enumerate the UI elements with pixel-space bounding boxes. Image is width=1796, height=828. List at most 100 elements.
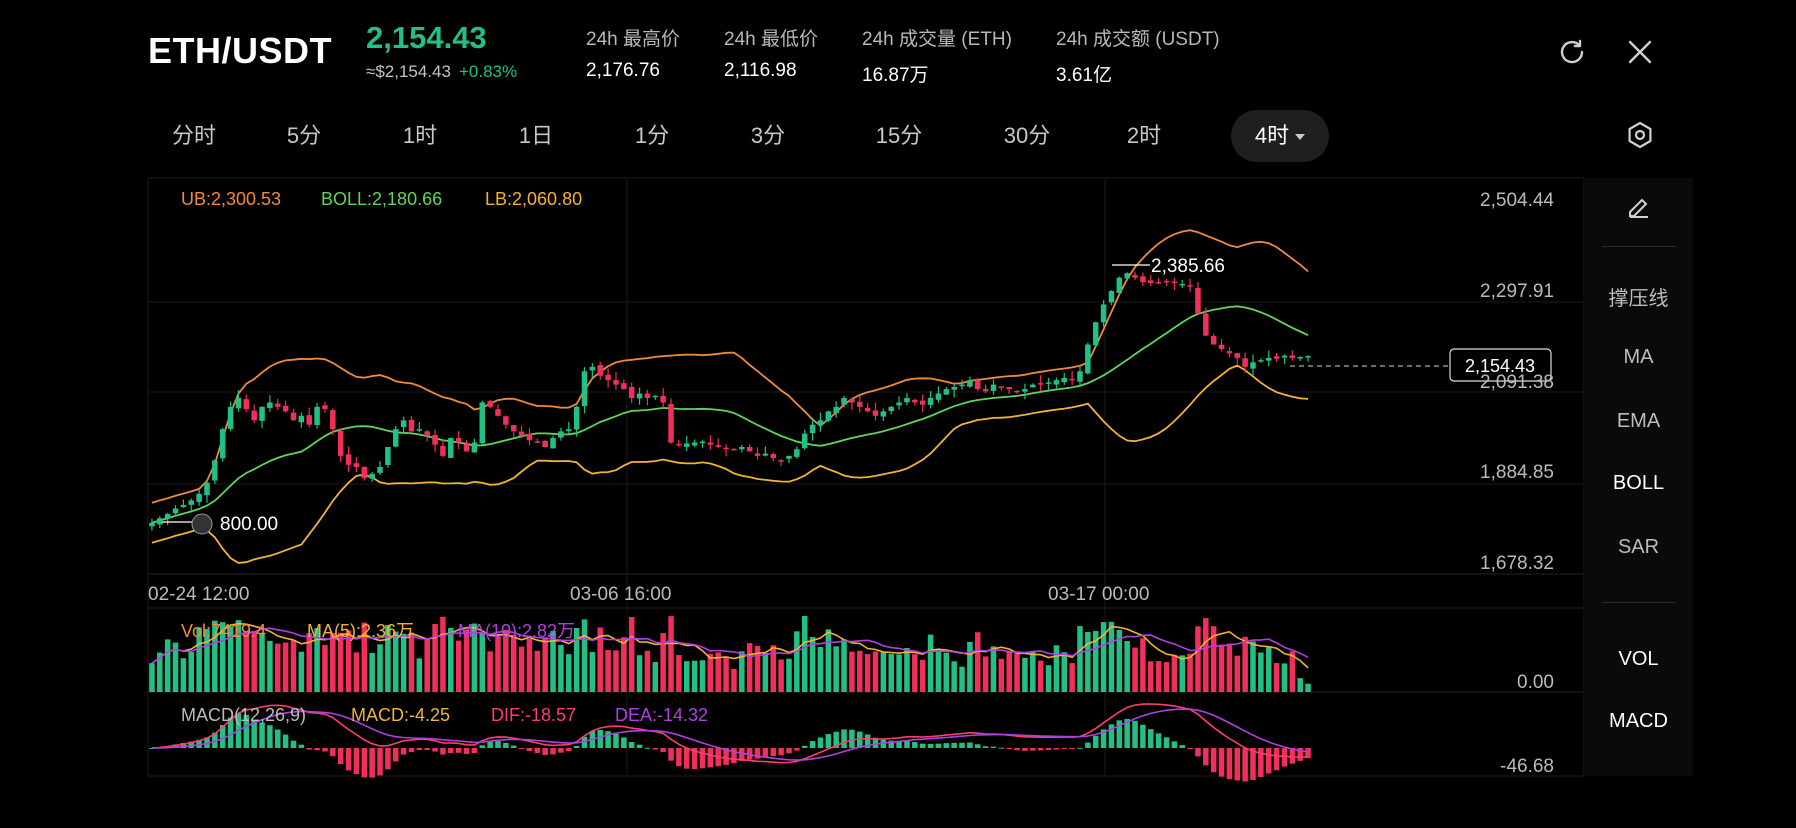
macd-bar bbox=[1250, 748, 1256, 780]
close-icon[interactable] bbox=[1620, 32, 1660, 72]
candle-body bbox=[212, 460, 218, 481]
candle-body bbox=[1273, 356, 1280, 359]
volume-bar bbox=[282, 642, 289, 692]
macd-bar bbox=[1100, 729, 1107, 748]
volume-bar bbox=[1108, 621, 1115, 692]
volume-bar bbox=[1210, 626, 1217, 692]
volume-bar bbox=[959, 666, 965, 692]
tab-2h[interactable]: 2时 bbox=[1126, 123, 1162, 148]
volume-bar bbox=[290, 640, 297, 692]
pencil-icon[interactable] bbox=[1584, 192, 1693, 226]
candle-body bbox=[794, 449, 800, 457]
macd-bar bbox=[251, 719, 257, 748]
volume-bar bbox=[1281, 663, 1288, 692]
candle-body bbox=[912, 399, 918, 403]
candle-body bbox=[164, 513, 171, 519]
candle-body bbox=[1037, 383, 1044, 385]
volume-bar bbox=[872, 651, 879, 692]
volume-ma10-line bbox=[151, 627, 1309, 664]
volume-bars bbox=[149, 616, 1311, 692]
macd-bar bbox=[660, 748, 666, 753]
tab-4h-selected[interactable]: 4时 bbox=[1231, 110, 1329, 162]
macd-bar bbox=[455, 748, 462, 753]
candle-body bbox=[770, 454, 777, 459]
pair-title: ETH/USDT bbox=[148, 30, 332, 71]
macd-bar bbox=[1210, 748, 1217, 773]
volume-bar bbox=[691, 660, 698, 692]
volume-bar bbox=[526, 638, 533, 692]
volume-bar bbox=[935, 649, 942, 692]
macd-bar bbox=[1171, 741, 1178, 748]
tab-15m[interactable]: 15分 bbox=[875, 123, 923, 148]
legend-vol-ma10: MA(10):2.82万 bbox=[458, 621, 575, 641]
macd-bar bbox=[259, 722, 265, 748]
volume-bar bbox=[739, 651, 745, 692]
volume-bar bbox=[927, 634, 934, 692]
macd-bar bbox=[1140, 724, 1146, 748]
candle-body bbox=[463, 444, 470, 452]
candle-body bbox=[1140, 276, 1146, 283]
stat-24h-low: 24h 最低价 2,116.98 bbox=[724, 24, 818, 82]
hexagon-settings-icon[interactable] bbox=[1620, 115, 1660, 155]
macd-bar bbox=[566, 748, 572, 751]
volume-bar bbox=[644, 650, 651, 692]
macd-bar bbox=[1014, 748, 1020, 751]
macd-bar bbox=[723, 748, 729, 765]
candle-body bbox=[558, 431, 564, 438]
volume-bar bbox=[149, 663, 155, 692]
indicator-sar[interactable]: SAR bbox=[1617, 536, 1660, 558]
tab-1h[interactable]: 1时 bbox=[402, 123, 438, 148]
candle-body bbox=[817, 420, 824, 426]
volume-bar bbox=[762, 653, 769, 692]
tab-30m[interactable]: 30分 bbox=[1003, 123, 1051, 148]
macd-bar bbox=[188, 741, 195, 748]
macd-bar bbox=[888, 740, 894, 748]
candle-body bbox=[707, 442, 714, 445]
volume-bar bbox=[1140, 638, 1146, 692]
indicator-support-resistance[interactable]: 撑压线 bbox=[1608, 288, 1669, 310]
volume-bar bbox=[204, 629, 210, 692]
indicator-boll[interactable]: BOLL bbox=[1612, 472, 1665, 494]
macd-bar bbox=[1077, 747, 1083, 749]
volume-bar bbox=[904, 648, 910, 692]
macd-bar bbox=[526, 748, 533, 752]
volume-bar bbox=[432, 623, 438, 692]
volume-bar bbox=[361, 622, 368, 692]
tab-3m[interactable]: 3分 bbox=[750, 123, 786, 148]
y-tick: 1,884.85 bbox=[1480, 462, 1554, 483]
macd-bar bbox=[1289, 748, 1296, 764]
volume-bar bbox=[1045, 665, 1052, 692]
candle-body bbox=[361, 466, 368, 479]
tab-1m[interactable]: 1分 bbox=[634, 123, 670, 148]
volume-bar bbox=[235, 620, 242, 692]
volume-bar bbox=[786, 658, 792, 692]
volume-bar bbox=[157, 652, 163, 692]
volume-bar bbox=[864, 654, 871, 692]
tab-5m[interactable]: 5分 bbox=[286, 123, 322, 148]
volume-bar bbox=[1006, 651, 1012, 692]
indicator-ema[interactable]: EMA bbox=[1616, 410, 1661, 432]
macd-bar bbox=[762, 748, 769, 757]
volume-bar bbox=[1187, 653, 1193, 692]
macd-bar bbox=[896, 740, 902, 748]
candle-body bbox=[479, 402, 486, 444]
tab-1d[interactable]: 1日 bbox=[518, 123, 554, 148]
indicator-vol[interactable]: VOL bbox=[1618, 648, 1659, 670]
volume-bar bbox=[416, 658, 423, 692]
volume-bar bbox=[841, 639, 847, 692]
volume-bar bbox=[180, 658, 187, 692]
volume-bar bbox=[448, 627, 454, 692]
refresh-icon[interactable] bbox=[1552, 32, 1592, 72]
indicator-ma[interactable]: MA bbox=[1623, 346, 1654, 368]
tab-timeline[interactable]: 分时 bbox=[171, 123, 216, 148]
indicator-macd[interactable]: MACD bbox=[1609, 710, 1668, 732]
stat-label: 24h 最低价 bbox=[724, 29, 818, 50]
volume-bar bbox=[1014, 652, 1020, 692]
candle-body bbox=[589, 366, 596, 371]
macd-bar bbox=[424, 748, 430, 750]
candle-body bbox=[385, 446, 391, 465]
volume-bar bbox=[440, 616, 446, 692]
candle-body bbox=[510, 425, 517, 432]
candle-body bbox=[1061, 377, 1068, 383]
